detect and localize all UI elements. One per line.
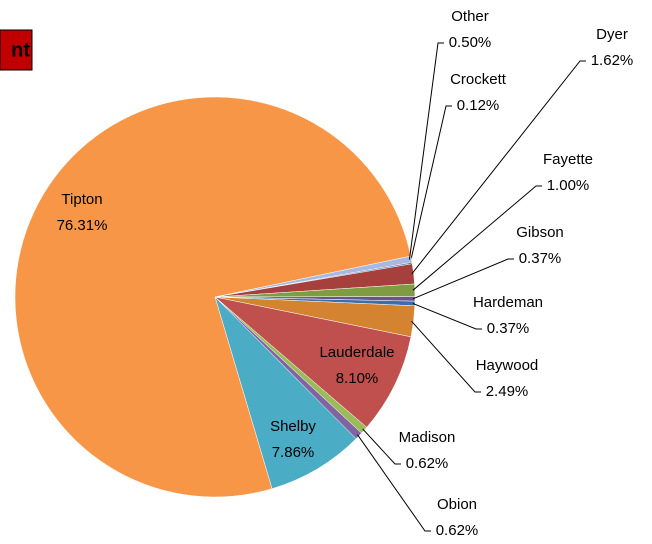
slice-value: 7.86%: [272, 444, 315, 461]
slice-label: Lauderdale: [319, 344, 394, 361]
slice-label: Dyer: [596, 26, 628, 43]
slice-value: 1.62%: [591, 52, 634, 69]
slice-label: Crockett: [450, 71, 507, 88]
slice-label: Hardeman: [473, 294, 543, 311]
leader-line: [408, 42, 444, 260]
slice-label: Fayette: [543, 151, 593, 168]
slice-value: 0.37%: [487, 320, 530, 337]
slice-value: 0.50%: [449, 34, 492, 51]
slice-value: 2.49%: [486, 383, 529, 400]
slice-label: Obion: [437, 496, 477, 513]
slice-label: Shelby: [270, 418, 316, 435]
leader-line: [412, 302, 482, 330]
leader-line: [409, 105, 452, 264]
slice-label: Tipton: [61, 191, 102, 208]
slice-value: 0.37%: [519, 250, 562, 267]
slice-label: Other: [451, 8, 489, 25]
slice-label: Haywood: [476, 357, 539, 374]
slice-value: 1.00%: [547, 177, 590, 194]
leader-line: [412, 185, 542, 291]
leader-line: [356, 434, 431, 532]
leader-line: [412, 258, 514, 300]
pie-slice: [214, 296, 357, 490]
slice-value: 0.62%: [406, 455, 449, 472]
leader-line: [362, 428, 401, 465]
slice-value: 8.10%: [336, 370, 379, 387]
pie-slice: [14, 96, 412, 498]
leader-line: [411, 320, 481, 393]
slice-value: 0.12%: [457, 97, 500, 114]
pie-slice: [214, 296, 412, 428]
slice-label: Madison: [399, 429, 456, 446]
title-box: [0, 29, 33, 71]
leader-line: [411, 60, 586, 275]
slice-label: Gibson: [516, 224, 564, 241]
chart-title: nt: [11, 39, 30, 61]
slice-value: 76.31%: [57, 217, 108, 234]
pie-slice: [214, 255, 413, 298]
slice-value: 0.62%: [436, 522, 479, 539]
